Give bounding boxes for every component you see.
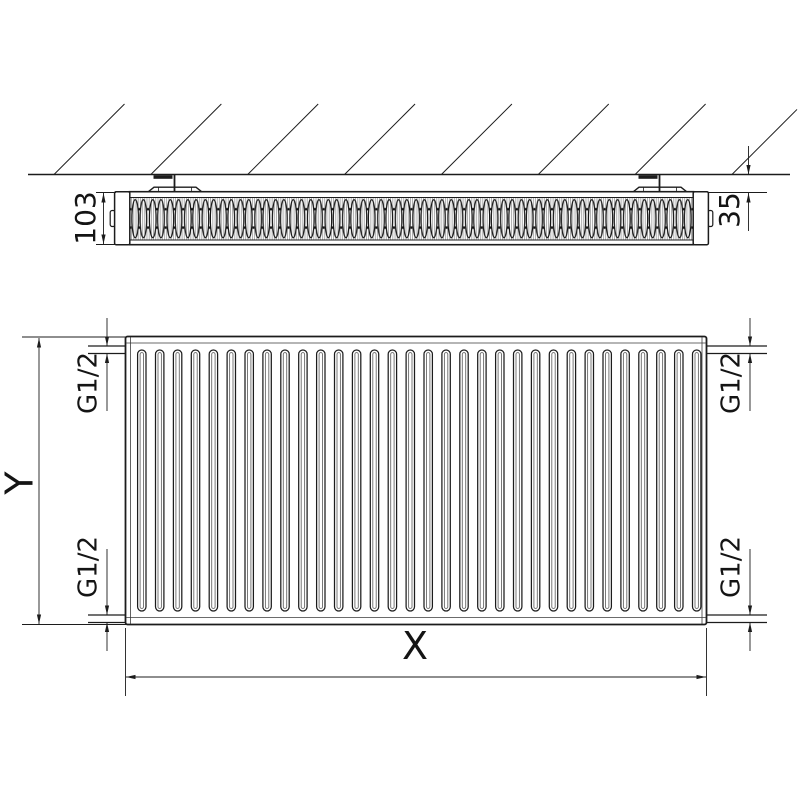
wall-distance-dimension-label: 35	[713, 192, 746, 228]
dimension-width: X	[125, 624, 707, 696]
end-cap-right	[692, 190, 710, 246]
wall-section	[28, 103, 798, 176]
mounting-brackets	[146, 175, 689, 194]
wall-hatching	[53, 103, 798, 175]
radiator-top-view	[109, 190, 714, 246]
panel-corrugations	[136, 349, 702, 612]
dimension-connection-top-right: G1/2	[716, 318, 751, 414]
connection-label-bottom-right: G1/2	[716, 536, 746, 598]
convector-fins	[130, 197, 693, 240]
dimension-wall-distance: 35	[708, 146, 767, 231]
height-dimension-label: Y	[0, 471, 42, 496]
connection-label-top-right: G1/2	[716, 352, 746, 414]
dimension-arrowheads	[36, 165, 753, 680]
dimension-depth: 103	[69, 191, 116, 245]
width-dimension-label: X	[402, 624, 428, 668]
dimension-connection-top-left: G1/2	[73, 318, 108, 414]
dimension-connection-bottom-left: G1/2	[73, 536, 108, 651]
dimension-connection-bottom-right: G1/2	[716, 536, 751, 651]
depth-dimension-label: 103	[69, 191, 102, 244]
dimension-height: Y	[0, 336, 126, 625]
connection-label-top-left: G1/2	[73, 352, 103, 414]
radiator-front-view	[88, 335, 767, 626]
connection-label-bottom-left: G1/2	[73, 536, 103, 598]
end-cap-left	[113, 190, 131, 246]
connection-stubs	[88, 345, 767, 624]
